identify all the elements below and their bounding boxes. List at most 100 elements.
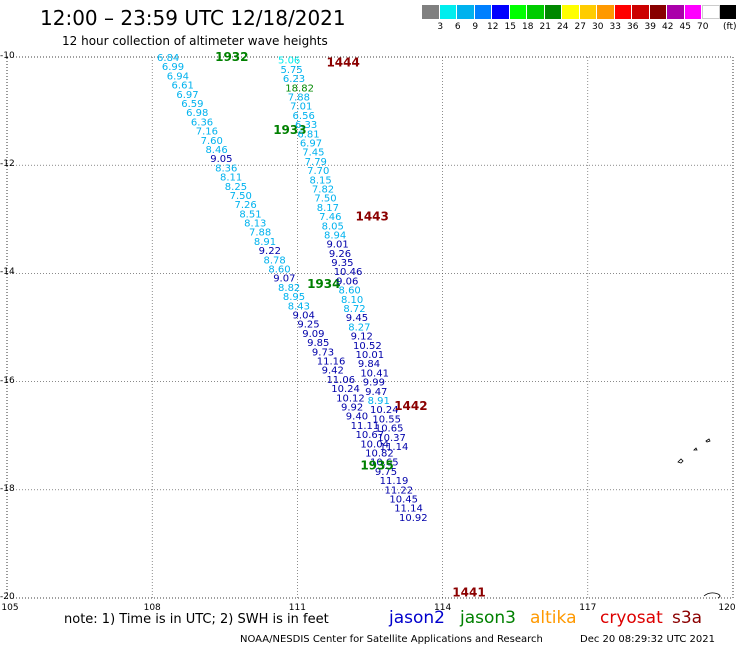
- units-note: note: 1) Time is in UTC; 2) SWH is in fe…: [64, 612, 329, 627]
- legend-label: 36: [627, 22, 639, 32]
- legend-swatch: [667, 5, 685, 19]
- y-tick-label: -16: [0, 375, 15, 386]
- wave-height-value: 8.60: [268, 265, 290, 276]
- legend-swatch: [632, 5, 650, 19]
- wave-height-value: 6.61: [172, 81, 194, 92]
- satellite-label-altika: altika: [530, 608, 577, 628]
- legend-swatch: [702, 5, 720, 19]
- wave-height-value: 9.47: [365, 387, 387, 398]
- wave-height-value: 11.06: [326, 375, 355, 386]
- legend-swatch: [509, 5, 527, 19]
- coastline: [703, 592, 721, 599]
- legend-unit: (ft): [723, 22, 737, 32]
- wave-height-value: 9.73: [312, 347, 334, 358]
- legend-swatch: [614, 5, 632, 19]
- wave-height-value: 9.06: [336, 276, 358, 287]
- wave-height-value: 9.07: [273, 274, 295, 285]
- legend-swatch: [562, 5, 580, 19]
- wave-height-value: 8.43: [288, 301, 310, 312]
- wave-height-value: 6.36: [191, 117, 213, 128]
- legend-swatch: [579, 5, 597, 19]
- wave-height-value: 7.46: [319, 212, 341, 223]
- legend-label: 42: [662, 22, 674, 32]
- wave-height-value: 10.65: [375, 424, 404, 435]
- wave-height-value: 7.50: [314, 194, 336, 205]
- wave-height-value: 9.26: [329, 249, 351, 260]
- legend-label: 15: [504, 22, 516, 32]
- wave-height-value: 9.92: [341, 402, 363, 413]
- orbit-number-label: 1442: [394, 399, 427, 413]
- legend-swatch: [492, 5, 510, 19]
- wave-height-value: 10.92: [399, 513, 428, 524]
- wave-height-value: 8.95: [283, 292, 305, 303]
- wave-height-value: 11.14: [380, 442, 409, 453]
- legend-swatch: [439, 5, 457, 19]
- wave-height-value: 9.84: [358, 359, 380, 370]
- legend-swatch: [544, 5, 562, 19]
- wave-height-value: 6.97: [176, 90, 198, 101]
- chart-subtitle: 12 hour collection of altimeter wave hei…: [62, 34, 328, 48]
- wave-height-value: 10.45: [389, 494, 418, 505]
- wave-height-value: 10.01: [355, 350, 384, 361]
- wave-height-value: 8.17: [317, 203, 339, 214]
- satellite-label-cryosat: cryosat: [600, 608, 663, 628]
- wave-height-value: 9.40: [346, 412, 368, 423]
- wave-height-value: 8.13: [244, 219, 266, 230]
- island-outline: [705, 438, 711, 443]
- x-tick-label: 117: [579, 603, 597, 613]
- wave-height-value: 9.99: [363, 378, 385, 389]
- wave-height-value: 7.26: [234, 200, 256, 211]
- wave-height-value: 8.72: [343, 304, 365, 315]
- wave-height-value: 8.36: [215, 163, 237, 174]
- map-frame: [6, 56, 734, 599]
- satellite-label-s3a: s3a: [672, 608, 703, 628]
- wave-height-value: 10.12: [336, 393, 365, 404]
- wave-height-value: 10.82: [365, 448, 394, 459]
- wave-height-value: 7.60: [201, 136, 223, 147]
- x-tick-label: 114: [434, 603, 452, 613]
- wave-height-value: 10.24: [331, 384, 360, 395]
- wave-height-value: 6.94: [167, 71, 189, 82]
- wave-height-value: 10.41: [360, 368, 389, 379]
- wave-height-value: 6.33: [295, 120, 317, 131]
- wave-height-value: 9.09: [302, 329, 324, 340]
- wave-height-value: 6.84: [157, 53, 179, 64]
- wave-height-value: 9.12: [351, 332, 373, 343]
- legend-label: 9: [472, 22, 479, 32]
- legend-label: 70: [697, 22, 709, 32]
- orbit-number-label: 1443: [355, 210, 388, 224]
- wave-height-value: 11.14: [394, 504, 423, 515]
- wave-height-value: 9.25: [297, 320, 319, 331]
- y-tick-label: -12: [0, 159, 15, 170]
- legend-swatch: [457, 5, 475, 19]
- wave-height-value: 10.24: [370, 405, 399, 416]
- wave-height-value: 9.01: [326, 240, 348, 251]
- legend-label: 39: [644, 22, 656, 32]
- wave-height-value: 10.46: [334, 267, 363, 278]
- legend-swatch: [719, 5, 737, 19]
- wave-height-value: 9.04: [293, 311, 315, 322]
- wave-height-value: 9.85: [307, 338, 329, 349]
- wave-height-value: 10.65: [370, 458, 399, 469]
- y-tick-label: -14: [0, 267, 15, 278]
- wave-height-value: 6.99: [162, 62, 184, 73]
- wave-height-value: 7.88: [288, 92, 310, 103]
- wave-height-value: 9.75: [375, 467, 397, 478]
- wave-height-value: 10.67: [355, 430, 384, 441]
- legend-label: 45: [679, 22, 691, 32]
- chart-title: 12:00 – 23:59 UTC 12/18/2021: [40, 6, 346, 30]
- wave-height-value: 8.91: [368, 396, 390, 407]
- wave-height-value: 9.05: [210, 154, 232, 165]
- legend-label: 30: [592, 22, 604, 32]
- legend-label: 12: [487, 22, 499, 32]
- wave-height-value: 11.11: [351, 421, 380, 432]
- wave-height-value: 10.55: [372, 414, 401, 425]
- wave-height-value: 9.42: [322, 366, 344, 377]
- wave-height-value: 6.97: [300, 138, 322, 149]
- wave-height-value: 11.22: [385, 485, 414, 496]
- timestamp: Dec 20 08:29:32 UTC 2021: [580, 634, 715, 645]
- wave-height-value: 8.82: [278, 283, 300, 294]
- credit-text: NOAA/NESDIS Center for Satellite Applica…: [240, 634, 543, 645]
- wave-height-value: 11.16: [317, 357, 346, 368]
- wave-height-value: 7.50: [230, 191, 252, 202]
